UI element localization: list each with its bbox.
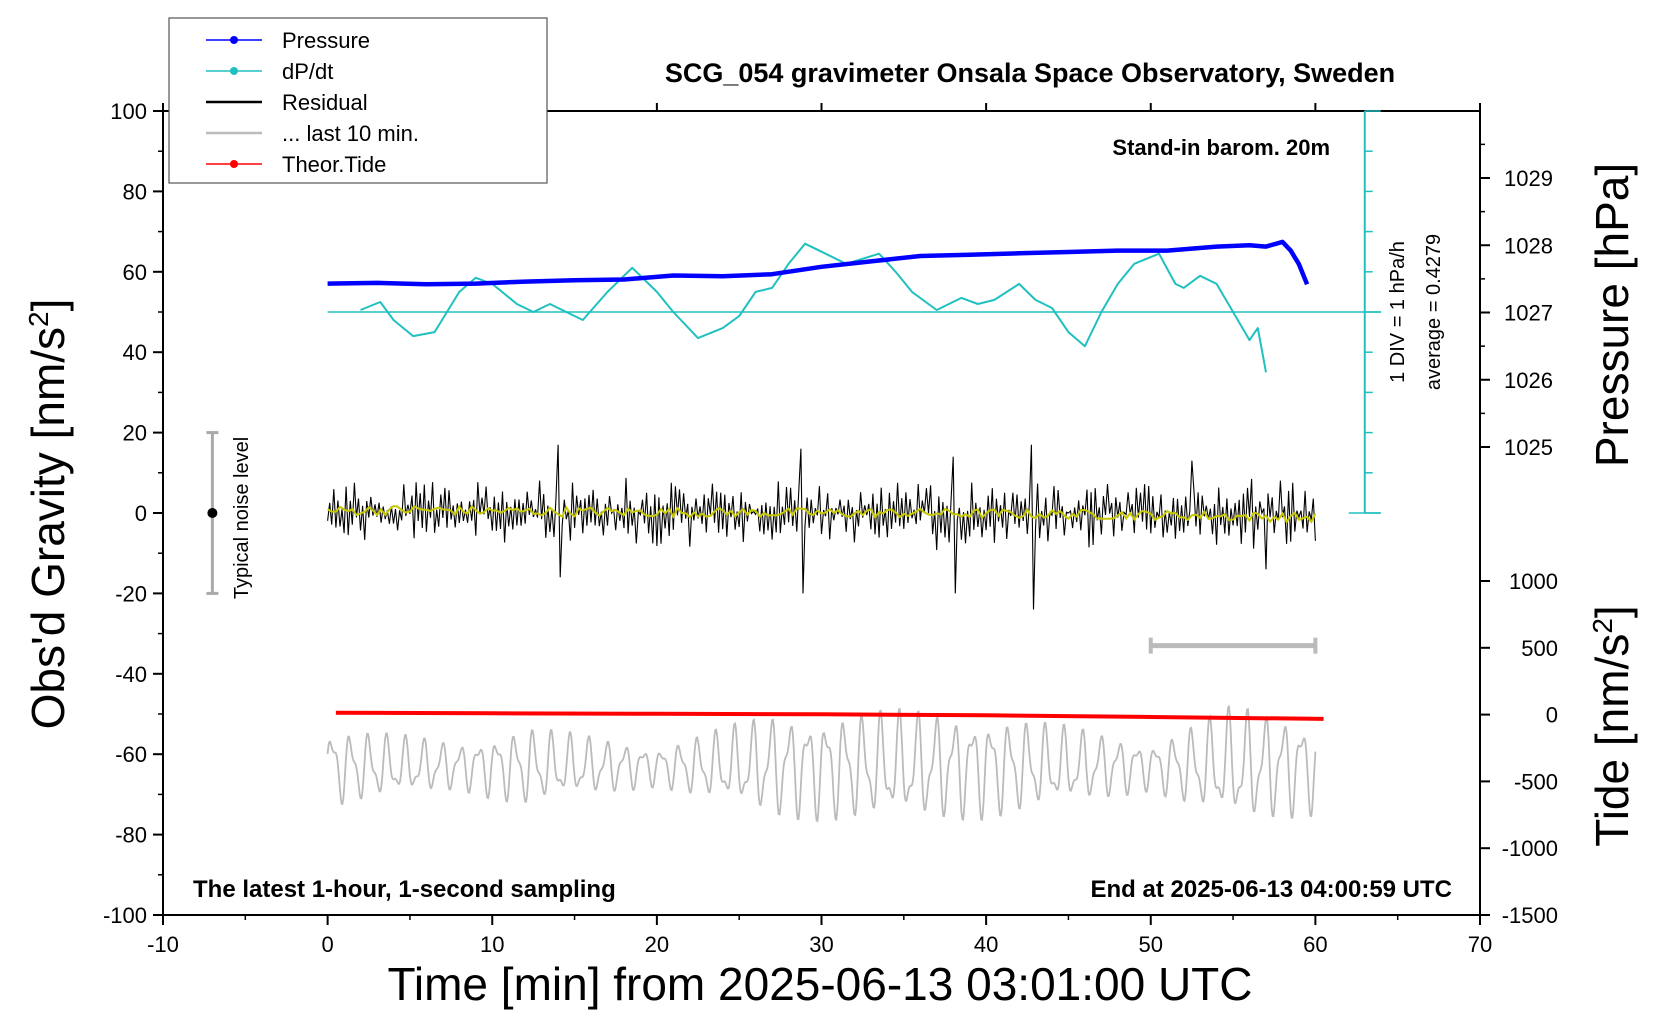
x-tick-label: -10 (147, 932, 179, 957)
y-axis-label-tide-main: Tide [nm/s (1586, 634, 1638, 847)
x-tick-label: 20 (645, 932, 669, 957)
y-axis-label-tide-sup: 2 (1587, 618, 1618, 634)
x-axis-label: Time [min] from 2025-06-13 03:01:00 UTC (388, 958, 1253, 1010)
y-tick-label: 0 (135, 501, 147, 526)
series-residual (327, 444, 1316, 610)
series-theor-tide (335, 710, 1324, 721)
noise-level-label: Typical noise level (231, 437, 253, 599)
x-tick-label: 0 (322, 932, 334, 957)
chart-title: SCG_054 gravimeter Onsala Space Observat… (665, 58, 1395, 88)
bottom-left-note: The latest 1-hour, 1-second sampling (193, 876, 616, 903)
series-dpdt (360, 242, 1267, 373)
y-axis-label-left-main: Obs'd Gravity [nm/s (22, 327, 74, 729)
y-axis-label-pressure: Pressure [hPa] (1586, 163, 1638, 467)
pressure-tick-label: 1029 (1504, 166, 1553, 191)
legend-swatch-marker (230, 67, 238, 75)
y-axis-label-tide-end: ] (1586, 605, 1638, 618)
pressure-tick-label: 1027 (1504, 301, 1553, 326)
series-last-10-min (326, 704, 1317, 823)
legend-label: Residual (282, 90, 368, 115)
annotation-layer (206, 110, 1382, 654)
series-residual-smoothed (327, 504, 1317, 524)
legend-swatch-marker (230, 36, 238, 44)
y-tick-label: 40 (123, 340, 147, 365)
bottom-right-note: End at 2025-06-13 04:00:59 UTC (1091, 876, 1453, 903)
pressure-tick-label: 1028 (1504, 233, 1553, 258)
series-pressure (327, 239, 1310, 287)
y-tick-label: 60 (123, 260, 147, 285)
y-tick-label: -20 (115, 581, 147, 606)
legend: Pressure dP/dt Residual ... last 10 min. The… (168, 17, 548, 184)
x-tick-label: 70 (1468, 932, 1492, 957)
y-tick-label: 20 (123, 421, 147, 446)
y-tick-label: -40 (115, 662, 147, 687)
pressure-tick-label: 1025 (1504, 435, 1553, 460)
legend-swatch-marker (230, 160, 238, 168)
series-layer (326, 239, 1324, 823)
tide-tick-label: -500 (1514, 769, 1558, 794)
y-axis-label-left-end: ] (22, 299, 74, 312)
tide-tick-label: 0 (1546, 703, 1558, 728)
y-tick-label: 100 (110, 99, 147, 124)
legend-label: ... last 10 min. (282, 121, 419, 146)
tide-tick-label: 1000 (1509, 569, 1558, 594)
legend-label: Pressure (282, 28, 370, 53)
pressure-tick-label: 1026 (1504, 368, 1553, 393)
x-tick-label: 60 (1303, 932, 1327, 957)
dpdt-scale-note: 1 DIV = 1 hPa/h (1387, 241, 1409, 383)
tide-tick-label: 500 (1521, 636, 1558, 661)
barometer-note: Stand-in barom. 20m (1112, 135, 1330, 160)
y-tick-label: -80 (115, 823, 147, 848)
y-axis-label-tide: Tide [nm/s2] (1586, 605, 1638, 846)
y-axis-label-left-sup: 2 (23, 311, 54, 327)
legend-rows: Pressure dP/dt Residual ... last 10 min. The… (206, 28, 419, 177)
x-tick-label: 30 (809, 932, 833, 957)
noise-level-dot (207, 508, 218, 518)
dpdt-average-note: average = 0.4279 (1423, 234, 1445, 390)
legend-box (168, 17, 548, 184)
y-tick-label: -100 (103, 903, 147, 928)
x-tick-label: 50 (1139, 932, 1163, 957)
y-tick-label: -60 (115, 742, 147, 767)
legend-label: Theor.Tide (282, 152, 386, 177)
axis-ticks: -10 0 10 20 30 40 50 60 70100806040200-20-40-60-… (103, 99, 1558, 957)
y-tick-label: 80 (123, 179, 147, 204)
x-tick-label: 40 (974, 932, 998, 957)
y-axis-label-left: Obs'd Gravity [nm/s2] (22, 299, 74, 730)
x-tick-label: 10 (480, 932, 504, 957)
tide-tick-label: -1000 (1502, 836, 1558, 861)
legend-label: dP/dt (282, 59, 333, 84)
tide-tick-label: -1500 (1502, 903, 1558, 928)
